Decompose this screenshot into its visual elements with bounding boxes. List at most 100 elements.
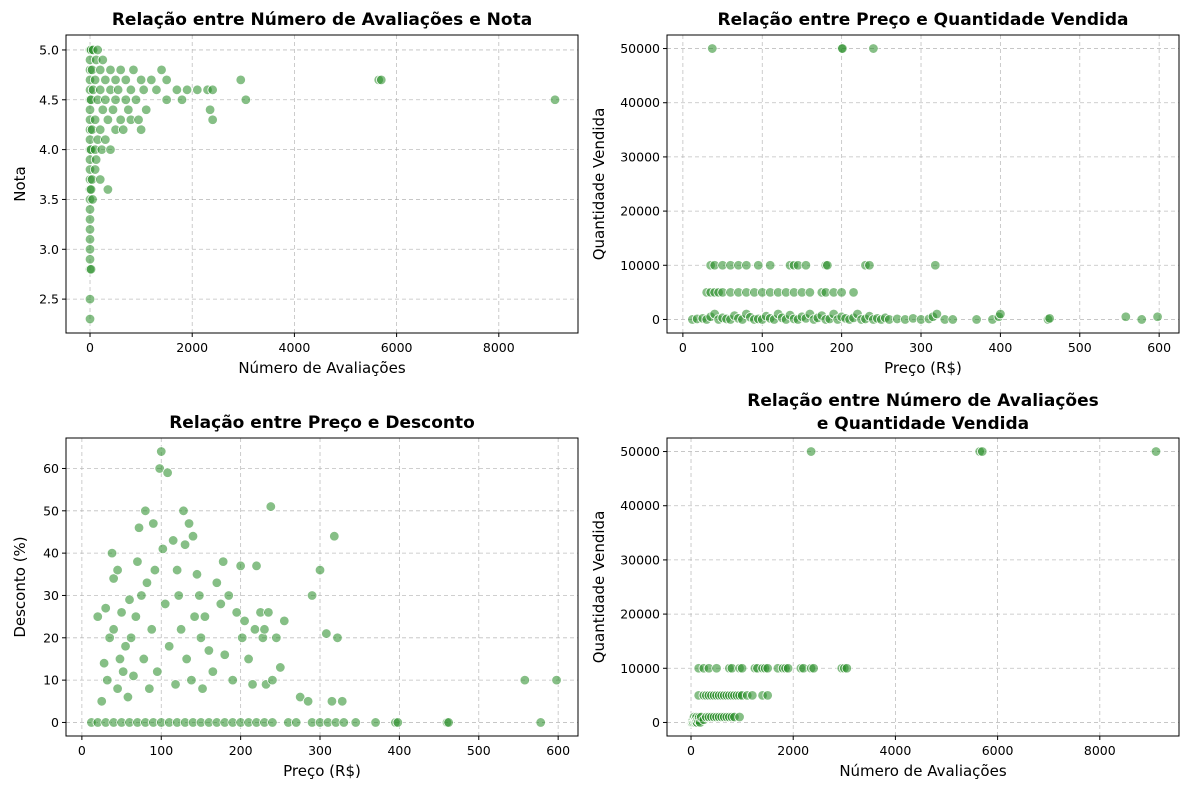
scatter-point: [179, 539, 191, 550]
y-axis-label: Nota: [11, 166, 29, 201]
scatter-point: [120, 74, 131, 86]
y-tick-label: 50000: [620, 41, 660, 56]
scatter-point: [100, 602, 111, 614]
scatter-point: [1136, 314, 1147, 325]
scatter-point: [154, 463, 165, 474]
scatter-point: [110, 94, 121, 105]
scatter-point: [186, 674, 197, 686]
scatter-point: [95, 124, 106, 135]
scatter-point: [800, 260, 812, 271]
axes-frame: [65, 34, 579, 334]
scatter-point: [370, 717, 381, 728]
scatter-point: [141, 577, 153, 588]
scatter-point: [240, 94, 252, 105]
scatter-point: [115, 64, 126, 76]
scatter-point: [931, 308, 943, 320]
scatter-point: [173, 590, 184, 601]
scatter-point: [102, 114, 114, 125]
scatter-point: [138, 653, 149, 665]
y-tick-label: 10000: [620, 258, 660, 273]
scatter-point: [162, 467, 173, 478]
scatter-point: [223, 590, 234, 601]
scatter-point: [144, 683, 155, 694]
scatter-point: [122, 691, 134, 703]
x-tick-label: 2000: [176, 340, 208, 355]
scatter-point: [271, 632, 282, 643]
y-axis-label: Desconto (%): [11, 536, 29, 637]
y-tick-label: 4.5: [39, 92, 59, 107]
scatter-point: [267, 674, 278, 686]
chart-title: Relação entre Preço e Quantidade Vendida: [718, 10, 1129, 30]
scatter-point: [195, 632, 207, 643]
scatter-point: [237, 632, 248, 643]
scatter-point: [1152, 311, 1163, 322]
scatter-point: [149, 564, 161, 576]
scatter-point: [231, 607, 242, 618]
y-tick-label: 5.0: [39, 42, 59, 57]
chart-title: Relação entre Número de Avaliações: [747, 391, 1098, 411]
scatter-point: [443, 717, 454, 728]
scatter-point: [125, 84, 137, 96]
scatter-point: [124, 594, 135, 605]
y-tick-label: 10000: [620, 661, 660, 676]
x-axis-label: Número de Avaliações: [839, 762, 1006, 780]
scatter-point: [90, 154, 102, 165]
scatter-point: [235, 560, 246, 572]
scatter-point: [176, 94, 188, 105]
y-tick-label: 50000: [620, 444, 660, 459]
scatter-point: [95, 64, 106, 76]
scatter-point: [116, 607, 127, 618]
y-tick-label: 0: [652, 312, 660, 327]
scatter-point: [191, 569, 203, 580]
scatter-point: [519, 674, 531, 686]
x-tick-label: 0: [687, 743, 695, 758]
scatter-point: [100, 94, 111, 105]
scatter-point: [199, 611, 211, 622]
x-tick-label: 600: [546, 743, 570, 758]
y-tick-label: 3.5: [39, 192, 59, 207]
scatter-point: [326, 696, 338, 707]
x-axis-label: Número de Avaliações: [238, 359, 405, 377]
scatter-point: [171, 564, 183, 576]
scatter-point: [192, 84, 203, 96]
scatter-point: [235, 74, 246, 86]
scatter-point: [263, 607, 274, 618]
scatter-point: [96, 144, 107, 155]
scatter-point: [329, 531, 340, 542]
scatter-point: [120, 641, 131, 652]
scatter-point: [187, 531, 199, 542]
scatter-point: [163, 641, 175, 652]
scatter-point: [204, 104, 216, 115]
scatter-point: [302, 696, 314, 707]
scatter-point: [156, 446, 167, 457]
scatter-point: [128, 64, 139, 76]
scatter-point: [841, 663, 853, 674]
scatter-point: [836, 287, 847, 298]
scatter-point: [211, 577, 223, 588]
scatter-point: [736, 663, 748, 674]
scatter-point: [84, 254, 96, 265]
scatter-point: [808, 663, 819, 674]
y-tick-label: 0: [51, 715, 59, 730]
x-tick-label: 500: [467, 743, 491, 758]
x-tick-label: 8000: [1084, 743, 1116, 758]
scatter-point: [112, 84, 124, 96]
scatter-point: [549, 94, 561, 105]
scatter-point: [995, 308, 1006, 320]
scatter-point: [130, 94, 142, 105]
scatter-point: [257, 632, 269, 643]
scatter-point: [197, 683, 208, 694]
scatter-point: [146, 74, 157, 86]
x-tick-label: 400: [988, 340, 1012, 355]
scatter-point: [251, 560, 262, 572]
scatter-point: [279, 615, 290, 627]
scatter-point: [140, 505, 151, 517]
axes-frame: [65, 437, 579, 737]
scatter-point: [1120, 311, 1132, 322]
y-tick-label: 60: [43, 461, 59, 476]
scatter-point: [85, 184, 97, 195]
y-tick-label: 0: [652, 715, 660, 730]
scatter-point: [837, 43, 848, 54]
scatter-point: [84, 214, 96, 225]
